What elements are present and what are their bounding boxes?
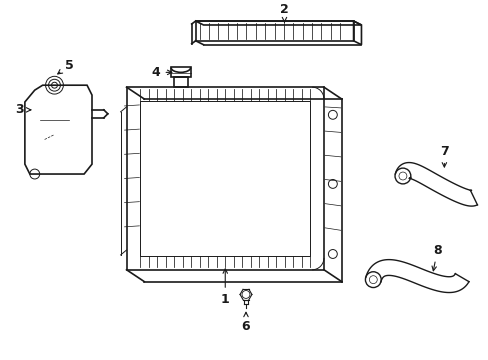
Text: 5: 5: [58, 59, 74, 74]
Text: 6: 6: [241, 312, 250, 333]
Text: 3: 3: [16, 103, 31, 116]
Text: 2: 2: [280, 3, 288, 22]
Text: 8: 8: [431, 243, 441, 271]
Text: 7: 7: [439, 145, 448, 167]
Text: 4: 4: [151, 66, 171, 79]
Text: 1: 1: [221, 269, 229, 306]
